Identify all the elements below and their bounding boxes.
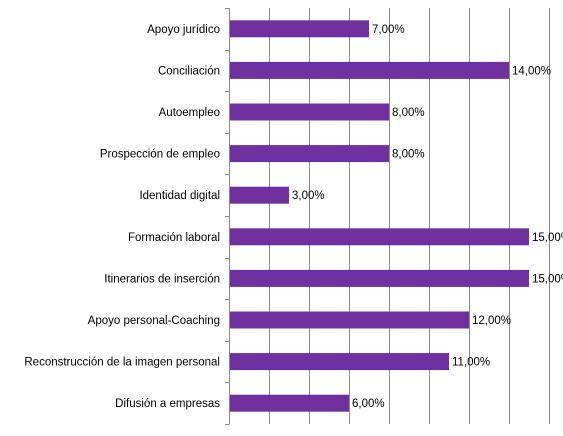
category-label: Autoempleo xyxy=(159,107,220,119)
data-label: 15,00% xyxy=(532,232,563,244)
category-label: Apoyo personal-Coaching xyxy=(88,315,220,327)
category-label: Prospección de empleo xyxy=(100,149,220,161)
data-label: 15,00% xyxy=(532,273,563,285)
bar xyxy=(230,186,289,204)
data-label: 8,00% xyxy=(392,149,425,161)
bar xyxy=(230,20,369,38)
data-labels: 7,00% 14,00% 8,00% 8,00% 3,00% 15,00% 15,00% 12… xyxy=(292,24,563,410)
bar xyxy=(230,145,389,163)
bar xyxy=(230,228,529,246)
category-label: Identidad digital xyxy=(139,190,220,202)
bar xyxy=(230,353,449,371)
data-label: 6,00% xyxy=(352,398,385,410)
data-label: 12,00% xyxy=(472,315,511,327)
category-labels: Apoyo jurídico Conciliación Autoempleo Pros… xyxy=(24,24,220,410)
category-label: Formación laboral xyxy=(128,232,220,244)
category-label: Difusión a empresas xyxy=(115,398,220,410)
bar xyxy=(230,311,469,329)
bar xyxy=(230,103,389,121)
category-label: Reconstrucción de la imagen personal xyxy=(24,357,220,369)
bar xyxy=(230,61,509,79)
category-label: Itinerarios de inserción xyxy=(104,273,220,285)
data-label: 11,00% xyxy=(452,357,490,369)
category-label: Conciliación xyxy=(158,65,220,77)
category-label: Apoyo jurídico xyxy=(147,24,220,36)
data-label: 7,00% xyxy=(372,24,405,36)
bar xyxy=(230,394,349,412)
category-axis-ticks xyxy=(225,8,230,425)
bar-series xyxy=(230,20,529,412)
data-label: 14,00% xyxy=(512,65,551,77)
bar xyxy=(230,269,529,287)
data-label: 3,00% xyxy=(292,190,325,202)
data-label: 8,00% xyxy=(392,107,425,119)
